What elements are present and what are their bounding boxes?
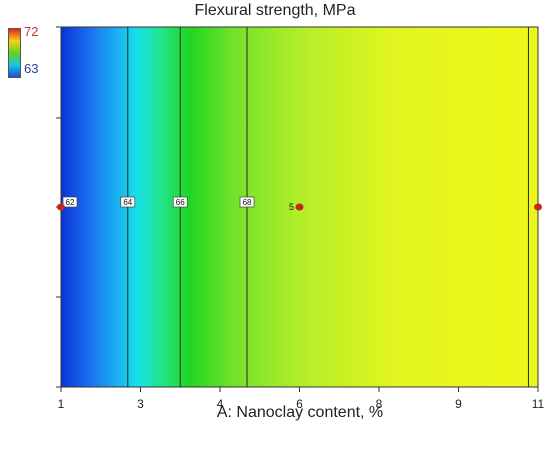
design-point-2 (534, 203, 542, 211)
contour-label-64: 64 (123, 198, 132, 207)
x-tick-label-3: 6 (296, 397, 303, 411)
legend-min-label: 63 (24, 61, 39, 76)
contour-label-68-box (239, 196, 255, 208)
x-tick-label-4: 8 (376, 397, 383, 411)
x-axis-label: A: Nanoclay content, % (216, 404, 384, 421)
design-point-1 (295, 203, 304, 211)
x-tick-label-5: 9 (455, 397, 462, 411)
contour-label-62-box (62, 196, 78, 208)
x-tick-label-2: 4 (217, 397, 224, 411)
contour-label-68: 68 (243, 198, 252, 207)
contour-label-66: 66 (176, 198, 185, 207)
color-legend-bar (8, 28, 21, 78)
x-tick-label-0: 1 (58, 397, 65, 411)
contour-label-66-box (172, 196, 188, 208)
contour-label-64-box (120, 196, 136, 208)
x-tick-label-1: 3 (137, 397, 144, 411)
legend-max-label: 72 (24, 24, 39, 39)
design-point-0 (57, 203, 65, 211)
design-point-label-1: 5 (289, 202, 294, 212)
contour-label-62: 62 (66, 198, 75, 207)
x-tick-label-6: 11 (532, 397, 545, 411)
chart-title: Flexural strength, MPa (194, 2, 356, 19)
